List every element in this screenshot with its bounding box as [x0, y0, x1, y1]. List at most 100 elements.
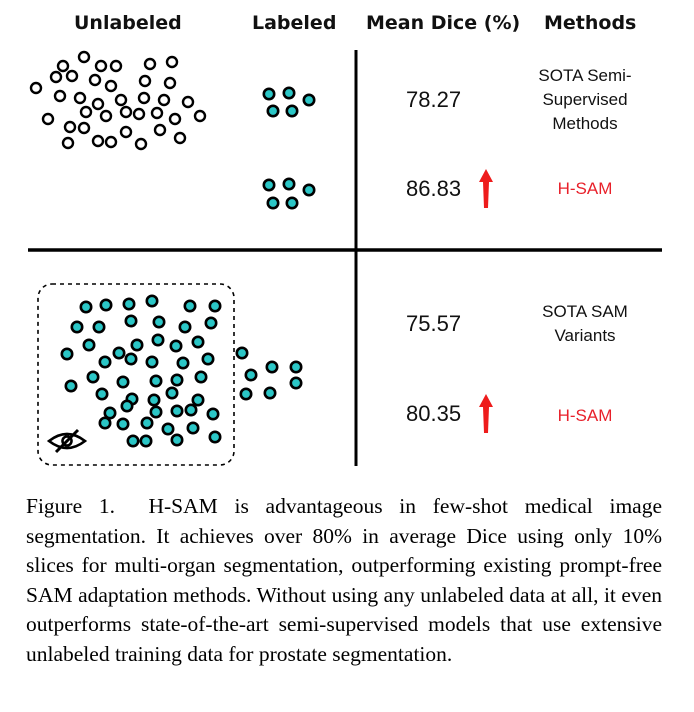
labeled-dot	[124, 352, 138, 366]
method-label-semi-supervised: SOTA Semi- Supervised Methods	[510, 64, 660, 136]
labeled-dot	[152, 315, 166, 329]
labeled-dots-row4	[235, 346, 303, 401]
unlabeled-dot	[77, 121, 91, 135]
labeled-dot	[186, 421, 200, 435]
labeled-dot	[206, 407, 220, 421]
labeled-dot	[120, 399, 134, 413]
header-labeled: Labeled	[252, 12, 337, 34]
labeled-dot	[194, 370, 208, 384]
unlabeled-dot	[77, 50, 91, 64]
labeled-dot	[239, 387, 253, 401]
labeled-dot	[145, 294, 159, 308]
labeled-dot	[103, 406, 117, 420]
unlabeled-dot	[29, 81, 43, 95]
labeled-dot	[79, 300, 93, 314]
unlabeled-dot	[94, 59, 108, 73]
method-line: Methods	[552, 114, 618, 133]
unlabeled-dot	[61, 136, 75, 150]
comparison-diagram	[28, 50, 662, 466]
unlabeled-dot	[114, 93, 128, 107]
method-label-sam-variants: SOTA SAM Variants	[510, 300, 660, 348]
unlabeled-dot	[53, 89, 67, 103]
labeled-dot	[183, 299, 197, 313]
labeled-dot	[126, 434, 140, 448]
hidden-labeled-dots-cluster	[60, 294, 222, 448]
labeled-dot	[191, 335, 205, 349]
figure-caption: Figure 1. H-SAM is advantageous in few-s…	[26, 492, 662, 669]
method-line: SOTA Semi-	[538, 66, 632, 85]
labeled-dot	[95, 387, 109, 401]
labeled-dot	[266, 196, 280, 210]
labeled-dot	[98, 355, 112, 369]
caption-label: Figure 1.	[26, 494, 115, 518]
unlabeled-dot	[163, 76, 177, 90]
eye-slash-icon	[46, 428, 88, 454]
unlabeled-dot	[193, 109, 207, 123]
unlabeled-dot	[56, 59, 70, 73]
unlabeled-dot	[138, 74, 152, 88]
unlabeled-dot	[99, 109, 113, 123]
labeled-dot	[263, 386, 277, 400]
unlabeled-dot	[91, 97, 105, 111]
labeled-dot	[178, 320, 192, 334]
unlabeled-dot	[104, 79, 118, 93]
labeled-dot	[282, 177, 296, 191]
unlabeled-dot	[65, 69, 79, 83]
unlabeled-dot	[157, 93, 171, 107]
unlabeled-dot	[134, 137, 148, 151]
labeled-dot	[208, 430, 222, 444]
caption-text: H-SAM is advantageous in few-shot medica…	[26, 494, 663, 666]
labeled-dot	[130, 338, 144, 352]
labeled-dot	[140, 416, 154, 430]
unlabeled-dot	[88, 73, 102, 87]
method-line: Supervised	[542, 90, 628, 109]
unlabeled-dot	[73, 91, 87, 105]
labeled-dot	[64, 379, 78, 393]
labeled-dot	[124, 314, 138, 328]
labeled-dot	[184, 403, 198, 417]
labeled-dot	[139, 434, 153, 448]
dice-value-sam-variants: 75.57	[406, 311, 462, 336]
labeled-dot	[170, 404, 184, 418]
labeled-dot	[149, 405, 163, 419]
unlabeled-dot	[119, 125, 133, 139]
unlabeled-dot	[49, 70, 63, 84]
dice-value-hsam-prostate: 86.83	[406, 176, 462, 201]
unlabeled-dot	[137, 91, 151, 105]
unlabeled-dot	[143, 57, 157, 71]
labeled-dot	[201, 352, 215, 366]
method-label-hsam: H-SAM	[557, 179, 613, 198]
improvement-arrow-icon	[479, 169, 493, 208]
labeled-dot	[161, 422, 175, 436]
unlabeled-dot	[79, 105, 93, 119]
labeled-dot	[204, 316, 218, 330]
labeled-dot	[151, 333, 165, 347]
unlabeled-dot	[91, 134, 105, 148]
method-label-hsam: H-SAM	[557, 406, 613, 425]
unlabeled-dot	[132, 107, 146, 121]
header-unlabeled: Unlabeled	[74, 12, 182, 34]
labeled-dot	[282, 86, 296, 100]
labeled-dot	[170, 433, 184, 447]
hidden-data-box	[37, 283, 235, 466]
unlabeled-dot	[165, 55, 179, 69]
unlabeled-dot	[119, 105, 133, 119]
labeled-dot	[289, 360, 303, 374]
unlabeled-dot	[41, 112, 55, 126]
labeled-dot	[266, 104, 280, 118]
labeled-dot	[169, 339, 183, 353]
labeled-dot	[208, 299, 222, 313]
labeled-dot	[112, 346, 126, 360]
labeled-dot	[70, 320, 84, 334]
labeled-dot	[149, 374, 163, 388]
labeled-dot	[82, 338, 96, 352]
labeled-dot	[265, 360, 279, 374]
unlabeled-dot	[168, 112, 182, 126]
labeled-dot	[147, 393, 161, 407]
labeled-dot	[145, 355, 159, 369]
unlabeled-dot	[63, 120, 77, 134]
header-methods: Methods	[544, 12, 637, 34]
labeled-dot	[60, 347, 74, 361]
method-line: Variants	[554, 326, 616, 345]
unlabeled-dot	[104, 135, 118, 149]
